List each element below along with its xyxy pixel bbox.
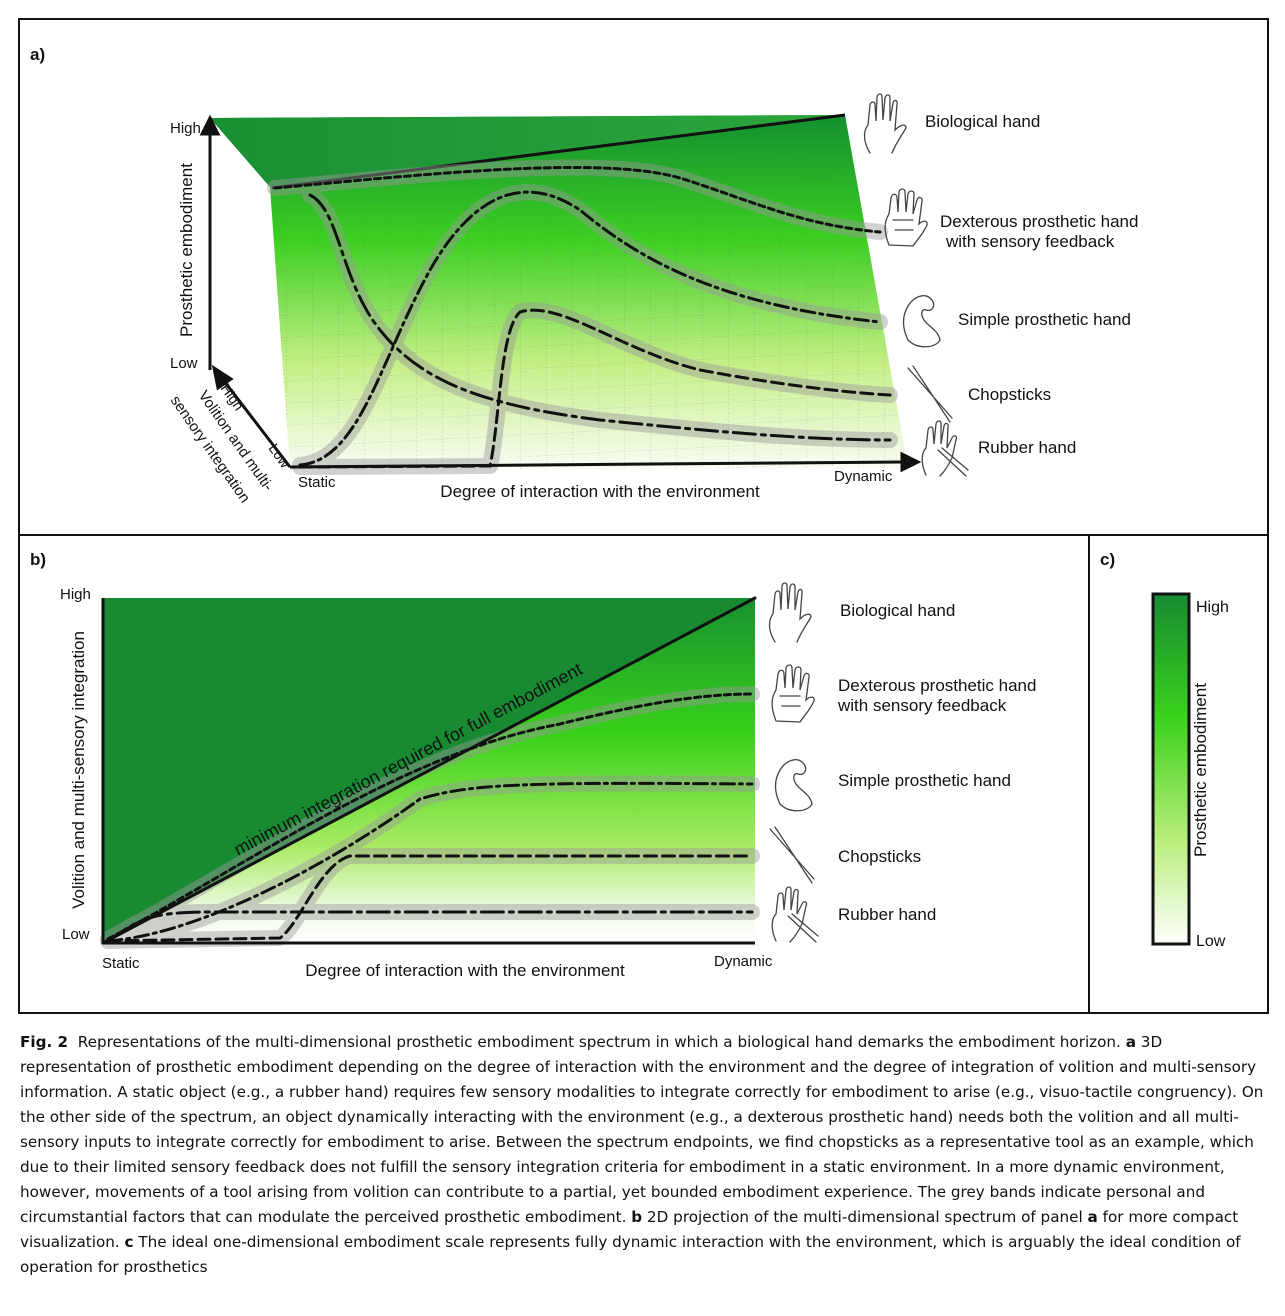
curve-dexterous-hand xyxy=(273,165,882,234)
biological-hand-icon xyxy=(863,93,907,154)
embodiment-color-scale xyxy=(1151,592,1191,946)
panel-c-scale: High Low Prosthetic embodiment xyxy=(1151,592,1229,950)
embodiment-plateau xyxy=(210,115,845,187)
panel-b-diagram: minimum integration required for full em… xyxy=(60,582,1036,980)
a-label-simple-hand: Simple prosthetic hand xyxy=(958,310,1131,329)
caption-fig-label: Fig. 2 xyxy=(20,1033,69,1051)
caption-c-text: The ideal one-dimensional embodiment sca… xyxy=(20,1233,1241,1276)
b-label-simple-hand: Simple prosthetic hand xyxy=(838,771,1011,790)
a-x-end-label: Dynamic xyxy=(834,468,893,485)
chopsticks-icon xyxy=(907,365,953,423)
b-chopsticks-icon xyxy=(769,826,815,884)
b-label-biological-hand: Biological hand xyxy=(840,601,955,620)
b-x-end-label: Dynamic xyxy=(714,953,773,970)
b-label-rubber-hand: Rubber hand xyxy=(838,905,936,924)
b-rubber-hand-icon xyxy=(771,886,819,943)
caption-b-text: 2D projection of the multi-dimensional s… xyxy=(647,1208,1083,1226)
a-x-start-label: Static xyxy=(298,474,336,491)
a-y-high-label: High xyxy=(170,120,201,137)
panel-b-label: b) xyxy=(30,550,47,569)
a-label-chopsticks: Chopsticks xyxy=(968,385,1051,404)
a-label-dexterous-hand: Dexterous prosthetic hand xyxy=(940,212,1138,231)
b-dexterous-hand-icon xyxy=(771,664,815,723)
rubber-hand-icon xyxy=(921,420,969,477)
a-y-low-label: Low xyxy=(170,355,198,372)
b-x-axis-title: Degree of interaction with the environme… xyxy=(305,961,625,980)
dexterous-hand-icon xyxy=(884,188,928,247)
simple-prosthetic-hand-icon xyxy=(902,295,941,348)
b-label-dexterous-hand: Dexterous prosthetic hand xyxy=(838,676,1036,695)
b-label-chopsticks: Chopsticks xyxy=(838,847,921,866)
minimum-integration-line xyxy=(101,596,757,945)
figure-caption: Fig. 2 Representations of the multi-dime… xyxy=(20,1030,1270,1280)
curve-rubber-hand xyxy=(308,193,892,442)
b-label-dexterous-hand-2: with sensory feedback xyxy=(837,696,1007,715)
a-y-axis-title: Prosthetic embodiment xyxy=(177,163,196,337)
embodiment-horizon-line xyxy=(271,113,846,190)
b-y-low-label: Low xyxy=(62,926,90,943)
curve-simple-hand xyxy=(298,190,882,467)
caption-intro: Representations of the multi-dimensional… xyxy=(77,1033,1121,1051)
caption-a-text: 3D representation of prosthetic embodime… xyxy=(20,1033,1264,1226)
caption-b-text2: for more compact visualization. xyxy=(20,1208,1239,1251)
caption-a-tag: a xyxy=(1125,1033,1136,1051)
panel-c-frame xyxy=(1088,534,1269,1014)
panel-a-label: a) xyxy=(30,45,46,64)
panel-a-diagram: Prosthetic embodiment High Low Volition … xyxy=(167,93,1138,506)
b-curve-simple-hand xyxy=(106,781,754,943)
b-y-high-label: High xyxy=(60,586,91,603)
caption-b-tag: b xyxy=(631,1208,643,1226)
c-high-label: High xyxy=(1196,599,1229,616)
b-biological-hand-icon xyxy=(768,582,812,643)
b-curve-rubber-hand xyxy=(106,910,754,943)
a-x-axis-title: Degree of interaction with the environme… xyxy=(440,482,760,501)
a-label-biological-hand: Biological hand xyxy=(925,112,1040,131)
c-low-label: Low xyxy=(1196,933,1226,950)
a-label-dexterous-hand-2: with sensory feedback xyxy=(945,232,1115,251)
a-label-rubber-hand: Rubber hand xyxy=(978,438,1076,457)
b-curve-dexterous-hand xyxy=(106,692,754,941)
curve-chopsticks xyxy=(298,308,892,469)
b-simple-prosthetic-hand-icon xyxy=(774,759,813,812)
c-scale-title: Prosthetic embodiment xyxy=(1191,683,1210,857)
panel-c-label: c) xyxy=(1100,550,1116,569)
b-y-axis-title: Volition and multi-sensory integration xyxy=(69,631,88,909)
b-curve-chopsticks xyxy=(106,854,754,943)
caption-b-ref: a xyxy=(1087,1208,1098,1226)
caption-c-tag: c xyxy=(124,1233,134,1251)
b-x-start-label: Static xyxy=(102,955,140,972)
